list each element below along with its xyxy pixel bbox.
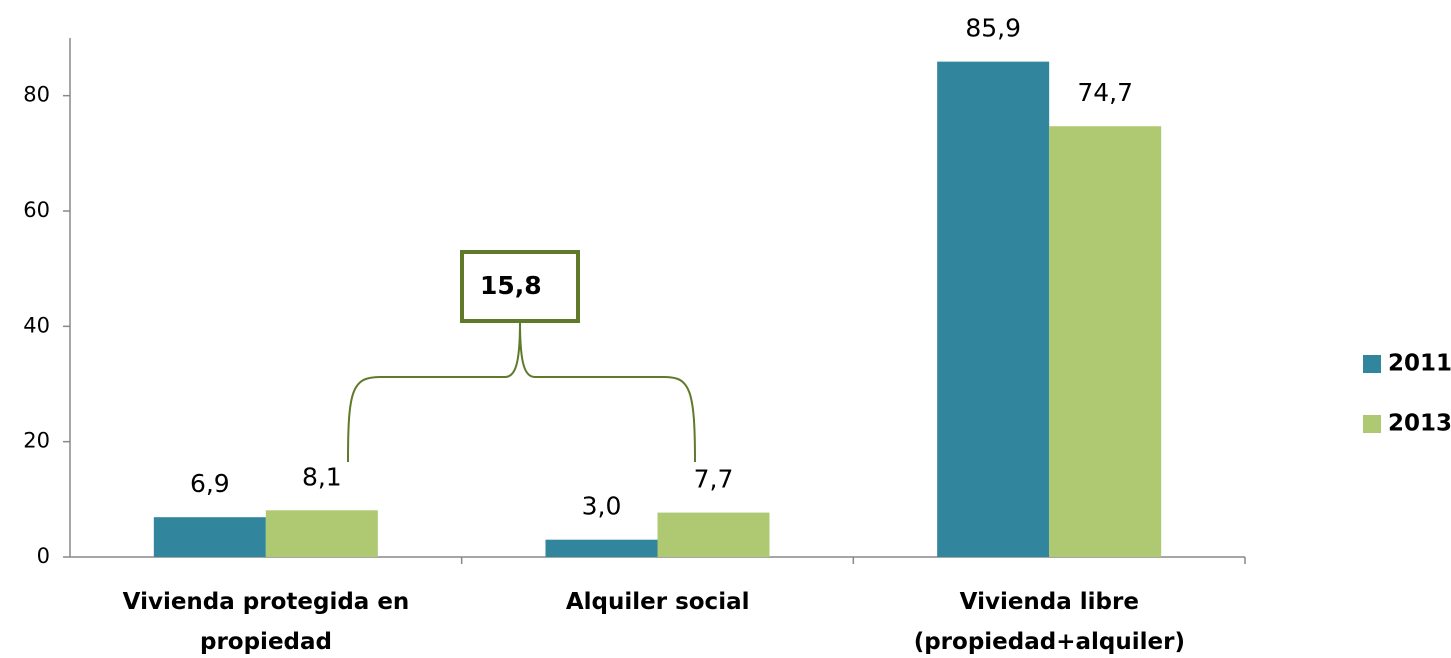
data-label: 6,9 [190,469,230,498]
legend-swatch [1363,355,1381,373]
legend-label: 2011 [1388,351,1451,377]
data-label: 8,1 [302,462,342,491]
legend-swatch [1363,415,1381,433]
x-tick-label: Vivienda protegida en propiedad [122,589,410,655]
bar [937,61,1050,557]
bar [153,517,266,557]
annotation-box [460,250,580,323]
y-tick-label: 60 [23,198,50,222]
x-tick-label: Alquiler social [565,589,750,615]
bar [265,510,378,557]
data-label: 7,7 [694,465,734,494]
y-tick-label: 20 [23,429,50,453]
x-tick-label: Vivienda libre (propiedad+alquiler) [913,589,1185,655]
bar [545,539,658,557]
y-tick-label: 0 [37,544,50,568]
legend-label: 2013 [1388,411,1451,437]
y-tick-label: 80 [23,83,50,107]
y-tick-label: 40 [23,313,50,337]
data-label: 74,7 [1077,78,1133,107]
data-label: 85,9 [965,14,1021,43]
bracket [347,321,696,463]
bar [657,512,770,557]
bar [1049,126,1162,557]
annotation: 15,8 [480,271,542,300]
data-label: 3,0 [582,492,622,521]
